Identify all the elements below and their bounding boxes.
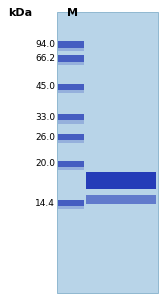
Bar [58, 120, 84, 124]
Text: 94.0: 94.0 [35, 40, 55, 49]
Bar [58, 56, 84, 62]
Bar [58, 62, 84, 65]
Bar [58, 48, 84, 51]
Text: 66.2: 66.2 [35, 54, 55, 63]
Text: 26.0: 26.0 [35, 133, 55, 142]
Text: 33.0: 33.0 [35, 113, 55, 122]
Bar [58, 84, 84, 90]
Text: M: M [67, 8, 78, 18]
Bar [58, 114, 84, 120]
Bar [58, 161, 84, 167]
Bar [86, 172, 156, 189]
Bar [58, 90, 84, 93]
Bar [57, 12, 158, 293]
Text: 14.4: 14.4 [35, 199, 55, 207]
Text: 20.0: 20.0 [35, 159, 55, 168]
Bar [58, 41, 84, 48]
Bar [58, 134, 84, 140]
Text: 45.0: 45.0 [35, 82, 55, 91]
Bar [58, 200, 84, 206]
Bar [58, 206, 84, 209]
Bar [58, 167, 84, 170]
Text: kDa: kDa [8, 8, 32, 18]
Bar [86, 196, 156, 204]
Bar [58, 140, 84, 143]
